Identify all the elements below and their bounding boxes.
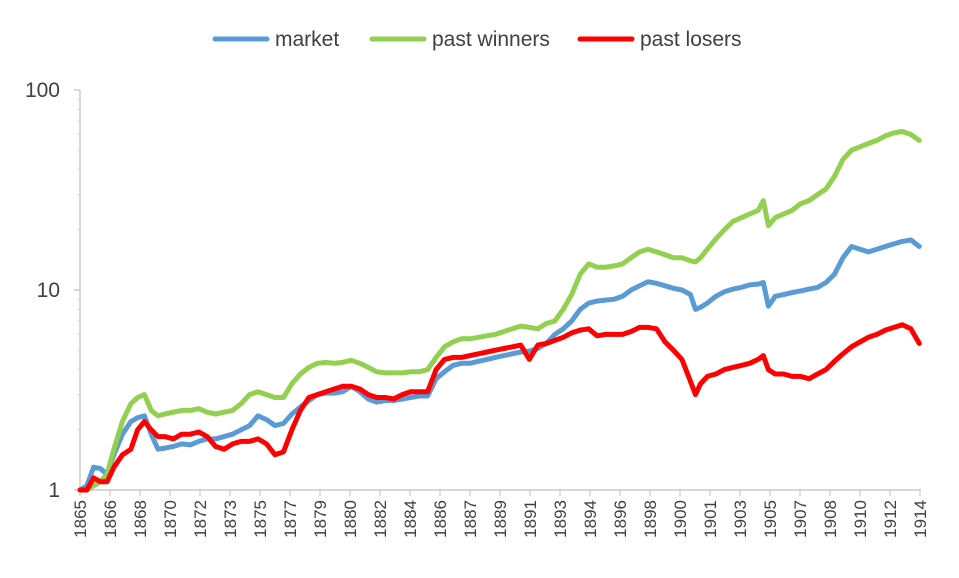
chart-axes: 1 10 100 1865 1866 1868 1870 1872 1873 1875 1877 18… [25, 79, 930, 538]
x-tick-label: 1872 [191, 500, 210, 538]
x-tick-label: 1914 [911, 500, 930, 538]
legend-item: past losers [577, 28, 742, 51]
legend-label: past losers [640, 28, 742, 51]
legend-label: past winners [432, 28, 550, 51]
x-tick-label: 1898 [641, 500, 660, 538]
x-tick-label: 1889 [491, 500, 510, 538]
legend-label: market [275, 28, 339, 51]
x-tick-label: 1884 [401, 500, 420, 538]
x-tick-label: 1886 [431, 500, 450, 538]
series-line-market [77, 237, 922, 493]
x-tick-label: 1900 [671, 500, 690, 538]
x-tick-label: 1896 [611, 500, 630, 538]
x-tick-label: 1912 [881, 500, 900, 538]
x-tick-label: 1894 [581, 500, 600, 538]
x-tick-label: 1880 [341, 500, 360, 538]
chart-legend: market past winners past losers [212, 28, 742, 51]
x-tick-label: 1875 [251, 500, 270, 538]
y-tick-label: 1 [48, 479, 60, 502]
y-tick-label: 100 [25, 79, 60, 102]
series-line-past-winners [77, 129, 922, 493]
series-line-past-losers [77, 322, 922, 493]
x-tick-label: 1877 [281, 500, 300, 538]
x-tick-label: 1901 [701, 500, 720, 538]
x-tick-label: 1908 [821, 500, 840, 538]
x-tick-label: 1879 [311, 500, 330, 538]
x-tick-label: 1868 [131, 500, 150, 538]
x-tick-label: 1905 [761, 500, 780, 538]
x-tick-label: 1865 [71, 500, 90, 538]
x-tick-label: 1870 [161, 500, 180, 538]
series-layer [77, 129, 922, 493]
x-tick-label: 1891 [521, 500, 540, 538]
legend-item: market [212, 28, 339, 51]
x-tick-label: 1882 [371, 500, 390, 538]
x-tick-label: 1866 [101, 500, 120, 538]
x-tick-label: 1910 [851, 500, 870, 538]
x-tick-label: 1887 [461, 500, 480, 538]
x-tick-label: 1903 [731, 500, 750, 538]
y-tick-label: 10 [37, 279, 60, 302]
legend-item: past winners [369, 28, 550, 51]
x-tick-label: 1873 [221, 500, 240, 538]
x-tick-label: 1907 [791, 500, 810, 538]
x-tick-label: 1893 [551, 500, 570, 538]
